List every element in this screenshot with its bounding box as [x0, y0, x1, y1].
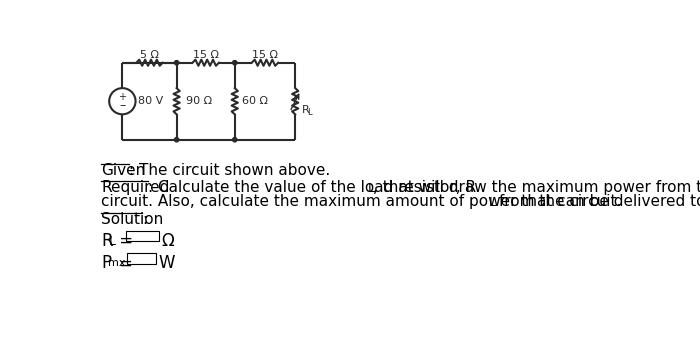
Text: P: P [102, 255, 111, 272]
Text: –: – [119, 99, 125, 113]
Text: : Calculate the value of the load resistor, R: : Calculate the value of the load resist… [148, 180, 476, 195]
Text: 60 Ω: 60 Ω [242, 96, 269, 106]
Circle shape [174, 61, 179, 65]
Text: , that will draw the maximum power from the: , that will draw the maximum power from … [372, 180, 700, 195]
Circle shape [232, 61, 237, 65]
Text: 80 V: 80 V [138, 96, 163, 106]
Text: =: = [118, 255, 132, 272]
Text: circuit. Also, calculate the maximum amount of power that can be delivered to R: circuit. Also, calculate the maximum amo… [102, 193, 700, 209]
Text: R: R [102, 232, 113, 250]
Text: L: L [368, 182, 374, 195]
Text: R: R [302, 105, 310, 116]
Text: 90 Ω: 90 Ω [186, 96, 212, 106]
Text: :: : [141, 212, 147, 227]
Text: from the circuit.: from the circuit. [494, 193, 622, 209]
Text: Ω: Ω [161, 232, 174, 250]
Text: L: L [307, 108, 312, 117]
Text: L: L [108, 235, 116, 248]
Text: mx: mx [108, 258, 126, 268]
Bar [126, 230, 159, 241]
Text: Solution: Solution [102, 212, 164, 227]
Circle shape [174, 138, 179, 142]
Text: +: + [118, 92, 127, 102]
Circle shape [232, 138, 237, 142]
Text: 15 Ω: 15 Ω [252, 50, 278, 60]
Text: W: W [159, 255, 175, 272]
Text: Given: Given [102, 163, 146, 178]
Text: L: L [489, 196, 496, 209]
Text: : The circuit shown above.: : The circuit shown above. [130, 163, 330, 178]
Text: Required: Required [102, 180, 170, 195]
Text: =: = [114, 232, 133, 250]
Text: 5 Ω: 5 Ω [140, 50, 159, 60]
Bar [127, 253, 157, 264]
Text: 15 Ω: 15 Ω [193, 50, 218, 60]
